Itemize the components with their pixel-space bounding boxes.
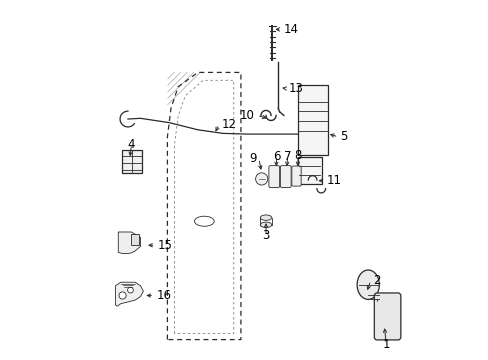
Text: 16: 16 [156,289,171,302]
Text: 11: 11 [325,174,341,187]
Circle shape [119,292,126,299]
Text: 8: 8 [294,149,302,162]
Text: 12: 12 [221,118,236,131]
Text: 6: 6 [272,150,280,163]
Circle shape [127,287,133,293]
Text: 4: 4 [127,138,135,150]
Polygon shape [118,232,140,253]
FancyBboxPatch shape [280,166,290,188]
FancyBboxPatch shape [298,85,327,155]
FancyBboxPatch shape [268,166,279,188]
Text: 2: 2 [372,274,380,287]
Text: 7: 7 [283,150,291,163]
FancyBboxPatch shape [298,157,321,184]
Circle shape [255,173,267,185]
Text: 9: 9 [249,152,256,165]
Text: 1: 1 [382,338,389,351]
Text: 15: 15 [158,239,172,252]
Polygon shape [115,282,143,306]
FancyBboxPatch shape [373,293,400,340]
FancyBboxPatch shape [122,149,142,173]
Ellipse shape [260,222,271,228]
Text: 5: 5 [340,130,347,144]
Text: 10: 10 [240,109,254,122]
Text: 13: 13 [288,82,303,95]
Ellipse shape [356,270,379,300]
Text: 14: 14 [283,23,298,36]
FancyBboxPatch shape [291,166,301,186]
FancyBboxPatch shape [131,234,139,244]
Ellipse shape [194,216,214,226]
Ellipse shape [260,215,271,220]
Text: 3: 3 [262,229,269,242]
